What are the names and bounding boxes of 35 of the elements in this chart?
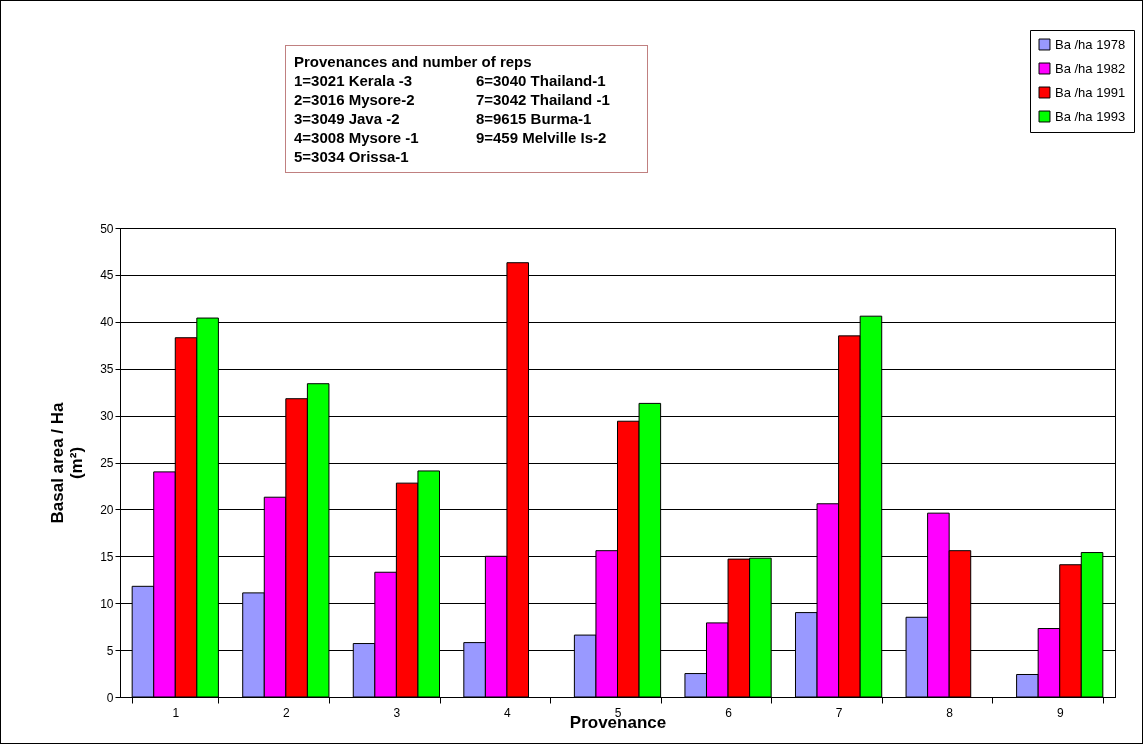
- text: 3=3049 Java -2: [294, 109, 401, 128]
- y-tick-label: 25: [100, 456, 114, 470]
- text: 9=459 Melville Is-2: [475, 128, 608, 147]
- y-tick-label: 10: [100, 596, 114, 611]
- y-tick-label: 0: [106, 690, 114, 705]
- legend-label: Ba /ha 1982: [1055, 60, 1126, 76]
- text: 2=3016 Mysore-2: [294, 90, 416, 109]
- x-tick-label: 6: [725, 705, 733, 720]
- x-tick-label: 3: [393, 705, 401, 720]
- text: 7=3042 Thailand -1: [475, 90, 611, 109]
- x-tick-label: 5: [614, 705, 622, 720]
- text: 8=9615 Burma-1: [475, 109, 593, 128]
- text: 6=3040 Thailand-1: [475, 71, 607, 90]
- y-tick-label: 50: [100, 221, 114, 236]
- y-tick-label: 35: [100, 362, 114, 377]
- y-tick-label: 15: [100, 549, 114, 564]
- legend-label: Ba /ha 1993: [1055, 108, 1126, 124]
- x-tick-label: 9: [1056, 705, 1064, 720]
- x-tick-label: 1: [172, 705, 180, 720]
- y-tick-label: 40: [100, 315, 114, 330]
- text: 1=3021 Kerala -3: [294, 71, 413, 90]
- legend-label: Ba /ha 1978: [1055, 36, 1126, 52]
- x-tick-label: 4: [504, 705, 512, 720]
- x-tick-label: 7: [835, 705, 843, 720]
- text: 5=3034 Orissa-1: [294, 147, 410, 166]
- y-tick-label: 45: [100, 268, 114, 283]
- text: 4=3008 Mysore -1: [294, 128, 420, 147]
- y-axis-title: Basal area / Ha (m²): [48, 401, 87, 524]
- text: Provenances and number of reps: [294, 52, 533, 71]
- x-tick-label: 2: [282, 705, 290, 720]
- legend-label: Ba /ha 1991: [1055, 84, 1126, 100]
- y-tick-label: 30: [100, 409, 114, 424]
- y-tick-label: 5: [106, 643, 114, 658]
- y-tick-label: 20: [100, 502, 114, 517]
- x-tick-label: 8: [946, 705, 954, 720]
